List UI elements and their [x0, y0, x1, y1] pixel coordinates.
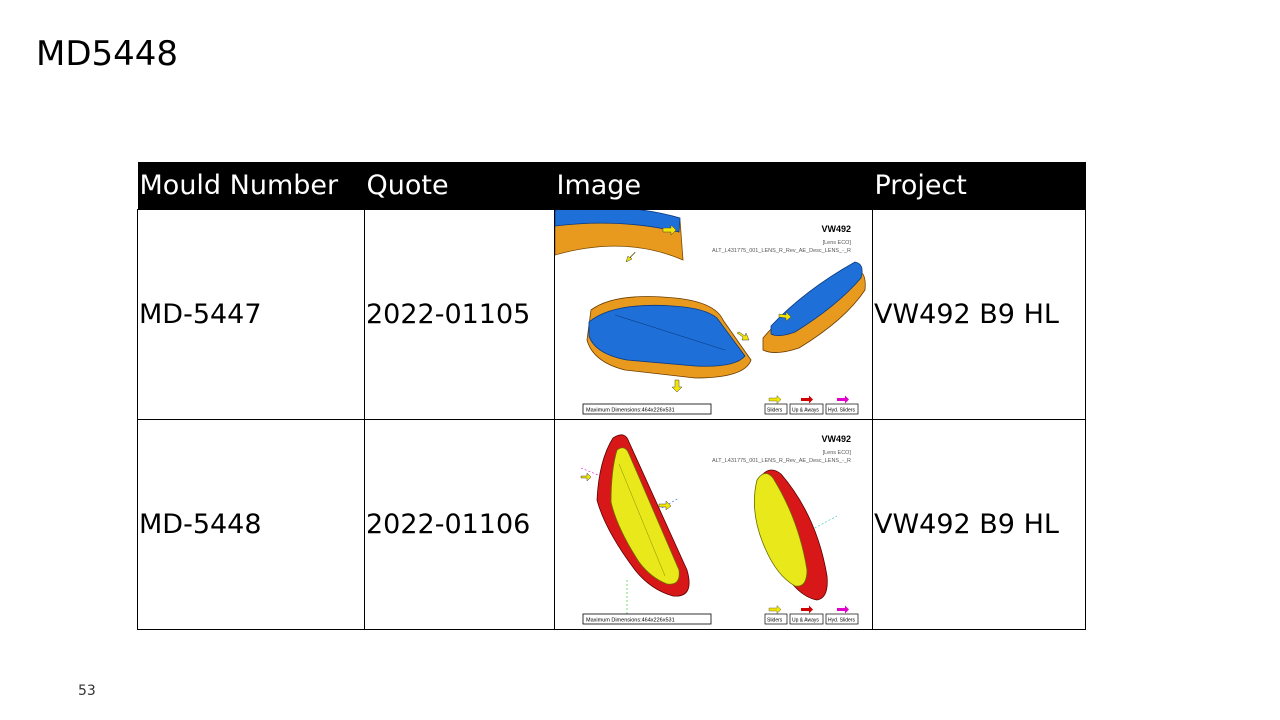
image-subheader: [Lens ECO]	[823, 450, 852, 456]
legend-sliders: Sliders	[767, 408, 783, 414]
cell-image: VW492 [Lens ECO] ALT_L431775_001_LENS_R_…	[555, 420, 873, 630]
header-mould-number: Mould Number	[138, 162, 365, 210]
cell-quote: 2022-01106	[365, 420, 555, 630]
image-dimensions: Maximum Dimensions:464x226x531	[586, 408, 675, 414]
image-dimensions: Maximum Dimensions:464x226x531	[586, 618, 675, 624]
table-row: MD-5448 2022-01106	[138, 420, 1086, 630]
legend-sliders: Sliders	[767, 618, 783, 624]
image-file-label: ALT_L431775_001_LENS_R_Rev_AE_Desc_LENS_…	[712, 248, 851, 254]
image-file-label: ALT_L431775_001_LENS_R_Rev_AE_Desc_LENS_…	[712, 458, 851, 464]
cell-image: VW492 [Lens ECO] ALT_L431775_001_LENS_R_…	[555, 210, 873, 420]
mould-table: Mould Number Quote Image Project MD-5447…	[137, 162, 1086, 630]
image-header: VW492	[821, 434, 851, 444]
legend-hyd-sliders: Hyd. Sliders	[828, 408, 855, 414]
legend-up-aways: Up & Aways	[792, 618, 819, 624]
image-subheader: [Lens ECO]	[823, 240, 852, 246]
cell-quote: 2022-01105	[365, 210, 555, 420]
cad-image-red-yellow-lens: VW492 [Lens ECO] ALT_L431775_001_LENS_R_…	[555, 420, 871, 629]
cell-project: VW492 B9 HL	[873, 420, 1086, 630]
page-number: 53	[78, 683, 96, 699]
header-image: Image	[555, 162, 873, 210]
header-quote: Quote	[365, 162, 555, 210]
legend-hyd-sliders: Hyd. Sliders	[828, 618, 855, 624]
cell-project: VW492 B9 HL	[873, 210, 1086, 420]
cell-mould-number: MD-5447	[138, 210, 365, 420]
cell-mould-number: MD-5448	[138, 420, 365, 630]
header-project: Project	[873, 162, 1086, 210]
table-header-row: Mould Number Quote Image Project	[138, 162, 1086, 210]
table-row: MD-5447 2022-01105	[138, 210, 1086, 420]
image-header: VW492	[821, 224, 851, 234]
slide-title: MD5448	[36, 34, 178, 74]
legend-up-aways: Up & Aways	[792, 408, 819, 414]
cad-image-blue-orange-lens: VW492 [Lens ECO] ALT_L431775_001_LENS_R_…	[555, 210, 871, 419]
